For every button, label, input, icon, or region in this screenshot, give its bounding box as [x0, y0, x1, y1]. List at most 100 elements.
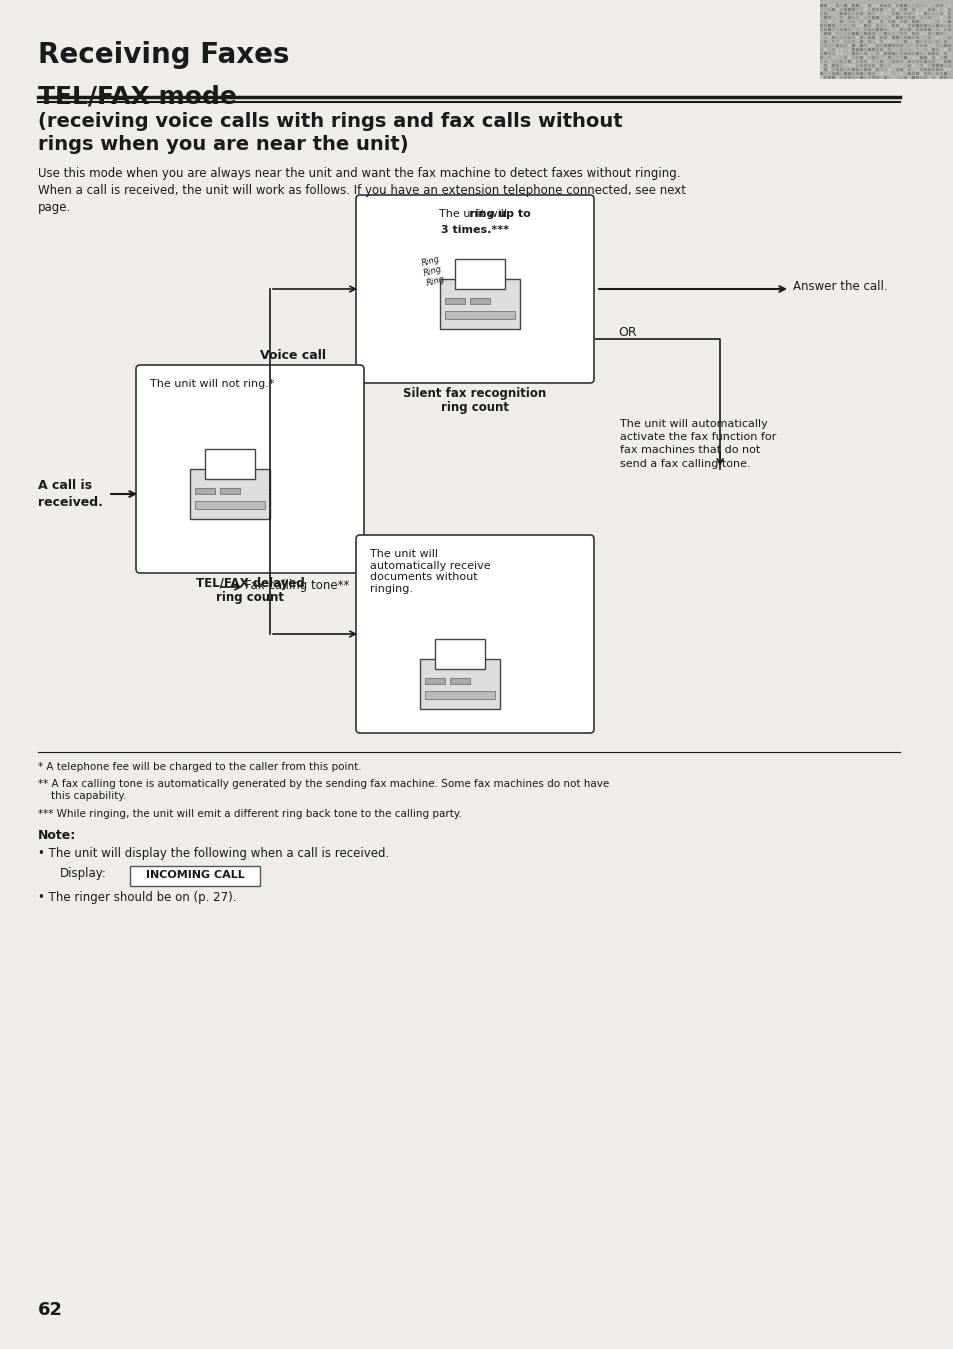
Bar [871, 67, 874, 71]
Bar [875, 76, 878, 80]
Bar [911, 57, 914, 59]
Bar [847, 76, 850, 80]
Bar [943, 28, 946, 31]
Bar [883, 53, 886, 55]
Bar [939, 57, 942, 59]
Bar [919, 53, 923, 55]
Bar [847, 32, 850, 35]
Bar [947, 40, 950, 43]
Text: * A telephone fee will be charged to the caller from this point.: * A telephone fee will be charged to the… [38, 762, 361, 772]
Bar [871, 59, 874, 63]
Bar [863, 32, 866, 35]
Bar [871, 36, 874, 39]
Bar [939, 63, 942, 67]
Bar [907, 20, 910, 23]
Bar [827, 53, 830, 55]
Bar [867, 59, 870, 63]
Bar [827, 32, 830, 35]
Bar [907, 32, 910, 35]
Bar [923, 57, 926, 59]
Bar [911, 59, 914, 63]
Bar [915, 16, 918, 19]
Bar [907, 57, 910, 59]
Bar [931, 24, 934, 27]
Bar [863, 57, 866, 59]
Bar [827, 63, 830, 67]
Bar [851, 67, 854, 71]
Bar [835, 76, 838, 80]
Bar [939, 32, 942, 35]
Bar [879, 71, 882, 76]
Bar [871, 16, 874, 19]
Bar [923, 20, 926, 23]
Bar [863, 4, 866, 7]
Bar [947, 45, 950, 47]
Bar [887, 57, 890, 59]
Bar [831, 4, 834, 7]
Bar [851, 36, 854, 39]
Bar [891, 4, 894, 7]
Bar [883, 57, 886, 59]
Bar [935, 76, 938, 80]
Bar [903, 28, 906, 31]
Bar [827, 4, 830, 7]
Bar [855, 45, 858, 47]
Bar [927, 28, 930, 31]
Bar [863, 67, 866, 71]
Bar [895, 45, 898, 47]
Bar [840, 4, 842, 7]
Text: ring up to: ring up to [418, 209, 530, 219]
Bar [855, 8, 858, 11]
Bar [835, 32, 838, 35]
Bar [923, 45, 926, 47]
Bar [867, 63, 870, 67]
Bar [887, 4, 890, 7]
Bar [903, 45, 906, 47]
Bar [859, 76, 862, 80]
Bar [855, 63, 858, 67]
Bar [911, 45, 914, 47]
Bar [947, 63, 950, 67]
Bar [863, 12, 866, 15]
FancyBboxPatch shape [355, 536, 594, 733]
Text: • The ringer should be on (p. 27).: • The ringer should be on (p. 27). [38, 890, 236, 904]
Bar [947, 36, 950, 39]
Bar [947, 24, 950, 27]
Text: OR: OR [618, 326, 636, 339]
Bar [855, 76, 858, 80]
Text: Display:: Display: [60, 867, 107, 880]
Bar [827, 24, 830, 27]
Bar [935, 63, 938, 67]
Bar [915, 63, 918, 67]
Bar [863, 76, 866, 80]
Bar [867, 4, 870, 7]
Bar [879, 53, 882, 55]
Bar [820, 63, 822, 67]
Bar [875, 36, 878, 39]
Bar [879, 40, 882, 43]
Bar [867, 40, 870, 43]
Bar [911, 40, 914, 43]
Bar [879, 63, 882, 67]
Bar [851, 8, 854, 11]
Bar [915, 59, 918, 63]
Bar [895, 20, 898, 23]
Bar [863, 16, 866, 19]
Bar [847, 20, 850, 23]
Bar [903, 24, 906, 27]
Bar [831, 32, 834, 35]
Bar [840, 12, 842, 15]
Bar [835, 45, 838, 47]
Bar [827, 59, 830, 63]
Bar [835, 4, 838, 7]
Bar [891, 32, 894, 35]
Text: Note:: Note: [38, 830, 76, 842]
Bar [907, 71, 910, 76]
Bar [883, 49, 886, 51]
Bar [923, 12, 926, 15]
Bar [847, 63, 850, 67]
Bar [847, 59, 850, 63]
Bar [831, 49, 834, 51]
Text: Use this mode when you are always near the unit and want the fax machine to dete: Use this mode when you are always near t… [38, 167, 685, 214]
Bar [831, 45, 834, 47]
